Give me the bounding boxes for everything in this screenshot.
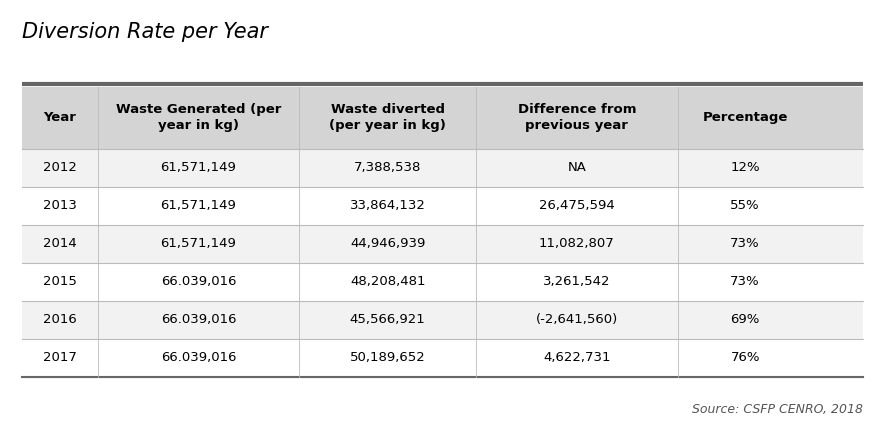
Text: 3,261,542: 3,261,542 [543, 275, 611, 288]
Text: 73%: 73% [731, 275, 760, 288]
Text: 2015: 2015 [43, 275, 77, 288]
Text: 61,571,149: 61,571,149 [160, 237, 237, 250]
Text: Waste diverted
(per year in kg): Waste diverted (per year in kg) [329, 103, 446, 132]
Text: Year: Year [43, 111, 76, 124]
Text: Diversion Rate per Year: Diversion Rate per Year [22, 22, 268, 42]
Text: 66.039,016: 66.039,016 [161, 351, 237, 364]
Text: 76%: 76% [731, 351, 759, 364]
Text: Difference from
previous year: Difference from previous year [518, 103, 636, 132]
Text: 4,622,731: 4,622,731 [543, 351, 611, 364]
Text: 2016: 2016 [43, 313, 76, 326]
Text: 2013: 2013 [43, 200, 77, 213]
Text: 45,566,921: 45,566,921 [350, 313, 426, 326]
Text: 11,082,807: 11,082,807 [539, 237, 615, 250]
Text: 55%: 55% [731, 200, 760, 213]
Text: 69%: 69% [731, 313, 759, 326]
Text: 44,946,939: 44,946,939 [350, 237, 426, 250]
Text: NA: NA [568, 162, 586, 174]
Text: 33,864,132: 33,864,132 [350, 200, 426, 213]
Text: 50,189,652: 50,189,652 [350, 351, 426, 364]
Text: 7,388,538: 7,388,538 [354, 162, 421, 174]
Text: 61,571,149: 61,571,149 [160, 200, 237, 213]
Text: 26,475,594: 26,475,594 [539, 200, 615, 213]
Text: 73%: 73% [731, 237, 760, 250]
Text: 2012: 2012 [43, 162, 77, 174]
Text: 66.039,016: 66.039,016 [161, 313, 237, 326]
Text: 2014: 2014 [43, 237, 76, 250]
Text: 2017: 2017 [43, 351, 77, 364]
Text: 48,208,481: 48,208,481 [350, 275, 426, 288]
Text: Waste Generated (per
year in kg): Waste Generated (per year in kg) [116, 103, 281, 132]
Text: (-2,641,560): (-2,641,560) [536, 313, 618, 326]
Text: 66.039,016: 66.039,016 [161, 275, 237, 288]
Text: Source: CSFP CENRO, 2018: Source: CSFP CENRO, 2018 [692, 403, 863, 416]
Text: Percentage: Percentage [703, 111, 788, 124]
Text: 12%: 12% [731, 162, 760, 174]
Text: 61,571,149: 61,571,149 [160, 162, 237, 174]
